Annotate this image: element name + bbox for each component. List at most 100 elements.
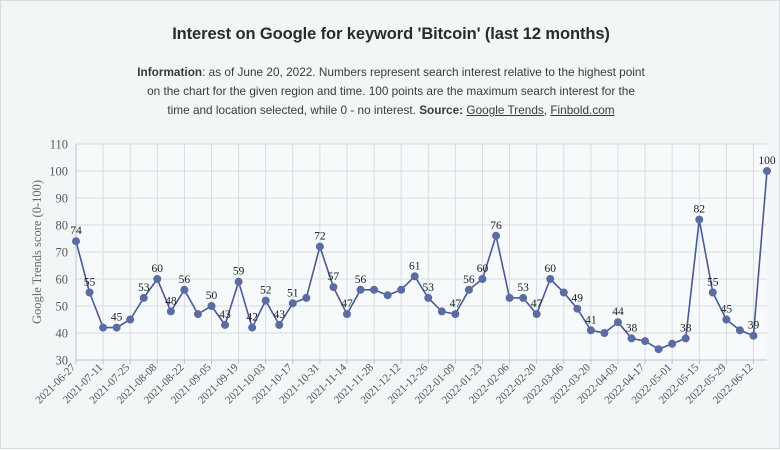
data-point-marker[interactable] <box>424 293 433 302</box>
data-point-marker[interactable] <box>126 315 135 324</box>
data-point-marker[interactable] <box>315 242 324 251</box>
data-point-marker[interactable] <box>749 331 758 340</box>
data-point-label: 60 <box>152 263 164 275</box>
subtitle-line-1-rest: : as of June 20, 2022. Numbers represent… <box>202 65 645 79</box>
data-point-marker[interactable] <box>99 323 108 332</box>
data-point-marker[interactable] <box>329 283 338 292</box>
data-point-label: 38 <box>680 322 692 334</box>
data-point-label: 48 <box>165 295 177 307</box>
data-point-marker[interactable] <box>261 296 270 305</box>
data-point-label: 57 <box>328 271 340 283</box>
data-point-marker[interactable] <box>681 334 690 343</box>
data-point-marker[interactable] <box>302 293 311 302</box>
data-point-marker[interactable] <box>668 339 677 348</box>
data-point-label: 82 <box>694 204 706 216</box>
data-point-marker[interactable] <box>763 167 771 175</box>
y-axis-tick-label: 110 <box>50 138 68 152</box>
data-point-marker[interactable] <box>112 323 121 332</box>
information-label: Information <box>137 65 203 79</box>
subtitle-line-1: Information: as of June 20, 2022. Number… <box>137 65 645 79</box>
data-point-marker[interactable] <box>695 215 704 224</box>
y-axis-title: Google Trends score (0-100) <box>30 180 44 324</box>
series-line <box>75 170 768 350</box>
data-point-marker[interactable] <box>532 310 541 319</box>
subtitle-line-3-pre: time and location selected, while 0 - no… <box>167 103 420 117</box>
y-axis-tick-label: 90 <box>56 192 69 206</box>
data-point-label: 74 <box>70 225 82 237</box>
data-point-marker[interactable] <box>464 285 473 294</box>
data-point-label: 45 <box>111 312 123 324</box>
data-point-label: 47 <box>450 298 462 310</box>
data-point-marker[interactable] <box>722 315 731 324</box>
data-point-marker[interactable] <box>437 307 446 316</box>
data-point-marker[interactable] <box>288 299 297 308</box>
data-point-marker[interactable] <box>248 323 257 332</box>
data-point-label: 51 <box>287 287 299 299</box>
y-axis-tick-label: 60 <box>56 273 69 287</box>
data-point-marker[interactable] <box>600 329 609 337</box>
data-point-marker[interactable] <box>275 320 284 329</box>
data-point-marker[interactable] <box>72 237 80 246</box>
data-point-marker[interactable] <box>505 293 514 302</box>
subtitle-line-2: on the chart for the given region and ti… <box>147 84 635 98</box>
y-axis-tick-label: 50 <box>56 300 69 314</box>
y-axis-tick-label: 40 <box>56 327 69 341</box>
data-point-label: 43 <box>273 309 285 321</box>
y-axis-tick-label: 70 <box>56 246 69 260</box>
data-point-label: 60 <box>477 263 489 275</box>
data-point-marker[interactable] <box>492 231 501 240</box>
data-point-marker[interactable] <box>451 310 460 319</box>
data-point-marker[interactable] <box>654 345 663 354</box>
data-point-label: 43 <box>219 309 231 321</box>
data-point-marker[interactable] <box>180 285 189 294</box>
y-axis-tick-label: 30 <box>56 354 69 368</box>
data-point-marker[interactable] <box>356 285 365 294</box>
data-point-label: 47 <box>531 298 543 310</box>
data-point-marker[interactable] <box>234 277 243 286</box>
data-point-marker[interactable] <box>139 293 148 302</box>
source-label: Source: <box>419 103 464 117</box>
data-point-label: 44 <box>612 306 624 318</box>
source-link-google-trends[interactable]: Google Trends <box>466 103 544 117</box>
data-point-label: 61 <box>409 260 421 272</box>
data-point-marker[interactable] <box>613 318 622 327</box>
y-axis-tick-label: 80 <box>56 219 69 233</box>
data-point-marker[interactable] <box>383 291 392 300</box>
data-point-marker[interactable] <box>221 320 230 329</box>
data-point-marker[interactable] <box>153 275 162 283</box>
source-link-finbold[interactable]: Finbold.com <box>550 103 615 117</box>
data-point-marker[interactable] <box>478 275 487 283</box>
source-separator: , <box>543 103 551 117</box>
data-point-label: 45 <box>721 304 733 316</box>
data-point-marker[interactable] <box>410 272 419 281</box>
data-point-marker[interactable] <box>546 275 555 283</box>
data-point-label: 72 <box>314 231 326 243</box>
data-point-label: 56 <box>463 274 475 286</box>
data-point-marker[interactable] <box>735 326 744 335</box>
data-point-marker[interactable] <box>370 285 379 294</box>
data-point-marker[interactable] <box>559 288 568 297</box>
data-point-marker[interactable] <box>85 288 94 297</box>
data-point-marker[interactable] <box>627 334 636 343</box>
data-point-label: 100 <box>758 155 776 167</box>
data-point-marker[interactable] <box>586 326 595 335</box>
data-point-label: 41 <box>585 314 597 326</box>
data-point-label: 47 <box>341 298 353 310</box>
data-point-marker[interactable] <box>207 302 216 310</box>
data-point-marker[interactable] <box>166 307 175 316</box>
data-point-label: 53 <box>423 282 435 294</box>
data-point-label: 42 <box>246 312 258 324</box>
data-point-marker[interactable] <box>193 310 202 319</box>
data-point-marker[interactable] <box>641 337 650 346</box>
data-point-marker[interactable] <box>397 285 406 294</box>
data-point-label: 49 <box>572 293 584 305</box>
data-point-marker[interactable] <box>573 304 582 313</box>
data-point-marker[interactable] <box>519 293 528 302</box>
data-point-marker[interactable] <box>708 288 717 297</box>
data-point-label: 52 <box>260 285 272 297</box>
data-point-marker[interactable] <box>342 310 351 319</box>
data-point-label: 53 <box>138 282 150 294</box>
